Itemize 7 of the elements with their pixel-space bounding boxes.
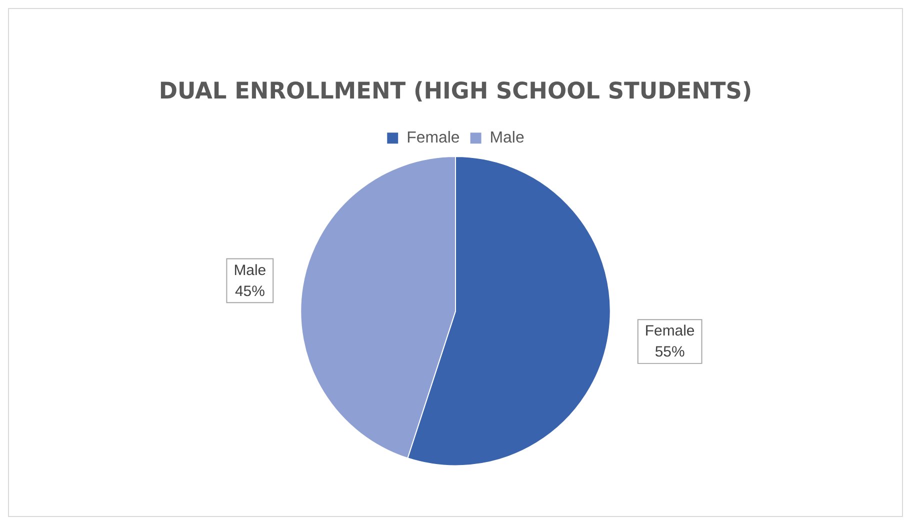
data-label: 55% bbox=[654, 344, 685, 361]
slice-label: Female bbox=[644, 322, 695, 340]
chart-title: DUAL ENROLLMENT (HIGH SCHOOL STUDENTS) bbox=[158, 78, 752, 104]
legend-label: Male bbox=[490, 129, 524, 146]
legend-label: Female bbox=[406, 129, 460, 146]
slice-label: Male bbox=[234, 262, 266, 279]
data-label: 45% bbox=[234, 282, 265, 300]
